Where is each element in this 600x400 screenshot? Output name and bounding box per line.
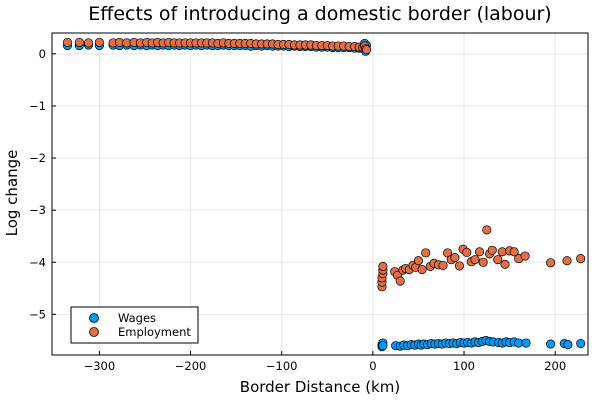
y-tick-label: −3	[29, 203, 46, 217]
legend-marker-employment	[89, 327, 99, 337]
wages-point	[563, 340, 573, 350]
employment-point	[546, 258, 556, 268]
axis-ticks: −300 −200 −100 0 100 200 0 −1 −2 −3 −4 −5	[29, 47, 566, 373]
employment-point	[500, 259, 510, 269]
employment-point	[509, 247, 519, 257]
employment-point	[562, 256, 572, 266]
wages-point	[521, 338, 531, 348]
employment-point	[395, 276, 405, 286]
employment-point	[470, 255, 480, 265]
legend-marker-wages	[89, 313, 99, 323]
y-tick-label: −4	[29, 255, 46, 269]
wages-point	[546, 339, 556, 349]
legend-label-wages: Wages	[118, 311, 156, 325]
y-tick-label: −1	[29, 99, 46, 113]
employment-point	[576, 254, 586, 264]
x-tick-label: −300	[84, 359, 116, 373]
y-tick-label: −5	[29, 307, 46, 321]
employment-point	[478, 257, 488, 267]
employment-point	[462, 247, 472, 257]
wages-point	[378, 341, 388, 351]
employment-point	[493, 255, 503, 265]
x-tick-label: 0	[369, 359, 376, 373]
y-tick-label: −2	[29, 151, 46, 165]
plot-frame	[51, 32, 589, 356]
series-wages	[62, 38, 586, 352]
x-tick-label: 100	[453, 359, 475, 373]
x-tick-label: −200	[175, 359, 207, 373]
x-tick-label: −100	[266, 359, 298, 373]
employment-point	[417, 265, 427, 275]
employment-point	[474, 247, 485, 257]
employment-point	[378, 261, 388, 271]
legend: Wages Employment	[70, 306, 199, 344]
employment-point	[450, 253, 460, 263]
employment-point	[482, 225, 492, 235]
employment-point	[438, 260, 448, 270]
employment-point	[487, 245, 497, 255]
employment-point	[361, 45, 372, 55]
wages-point	[576, 338, 586, 349]
chart-title: Effects of introducing a domestic border…	[88, 3, 551, 25]
x-axis-label: Border Distance (km)	[240, 378, 400, 396]
employment-point	[83, 38, 94, 48]
data-points	[62, 37, 586, 352]
series-employment	[62, 37, 586, 292]
employment-point	[413, 256, 423, 266]
y-tick-label: 0	[39, 47, 46, 61]
employment-point	[421, 248, 431, 258]
legend-box	[70, 306, 199, 344]
employment-point	[62, 37, 73, 47]
x-tick-label: 200	[544, 359, 566, 373]
employment-point	[520, 251, 530, 261]
employment-point	[454, 261, 465, 271]
y-axis-label: Log change	[3, 150, 21, 237]
legend-label-employment: Employment	[118, 325, 191, 339]
employment-point	[94, 37, 104, 47]
employment-point	[74, 37, 84, 47]
